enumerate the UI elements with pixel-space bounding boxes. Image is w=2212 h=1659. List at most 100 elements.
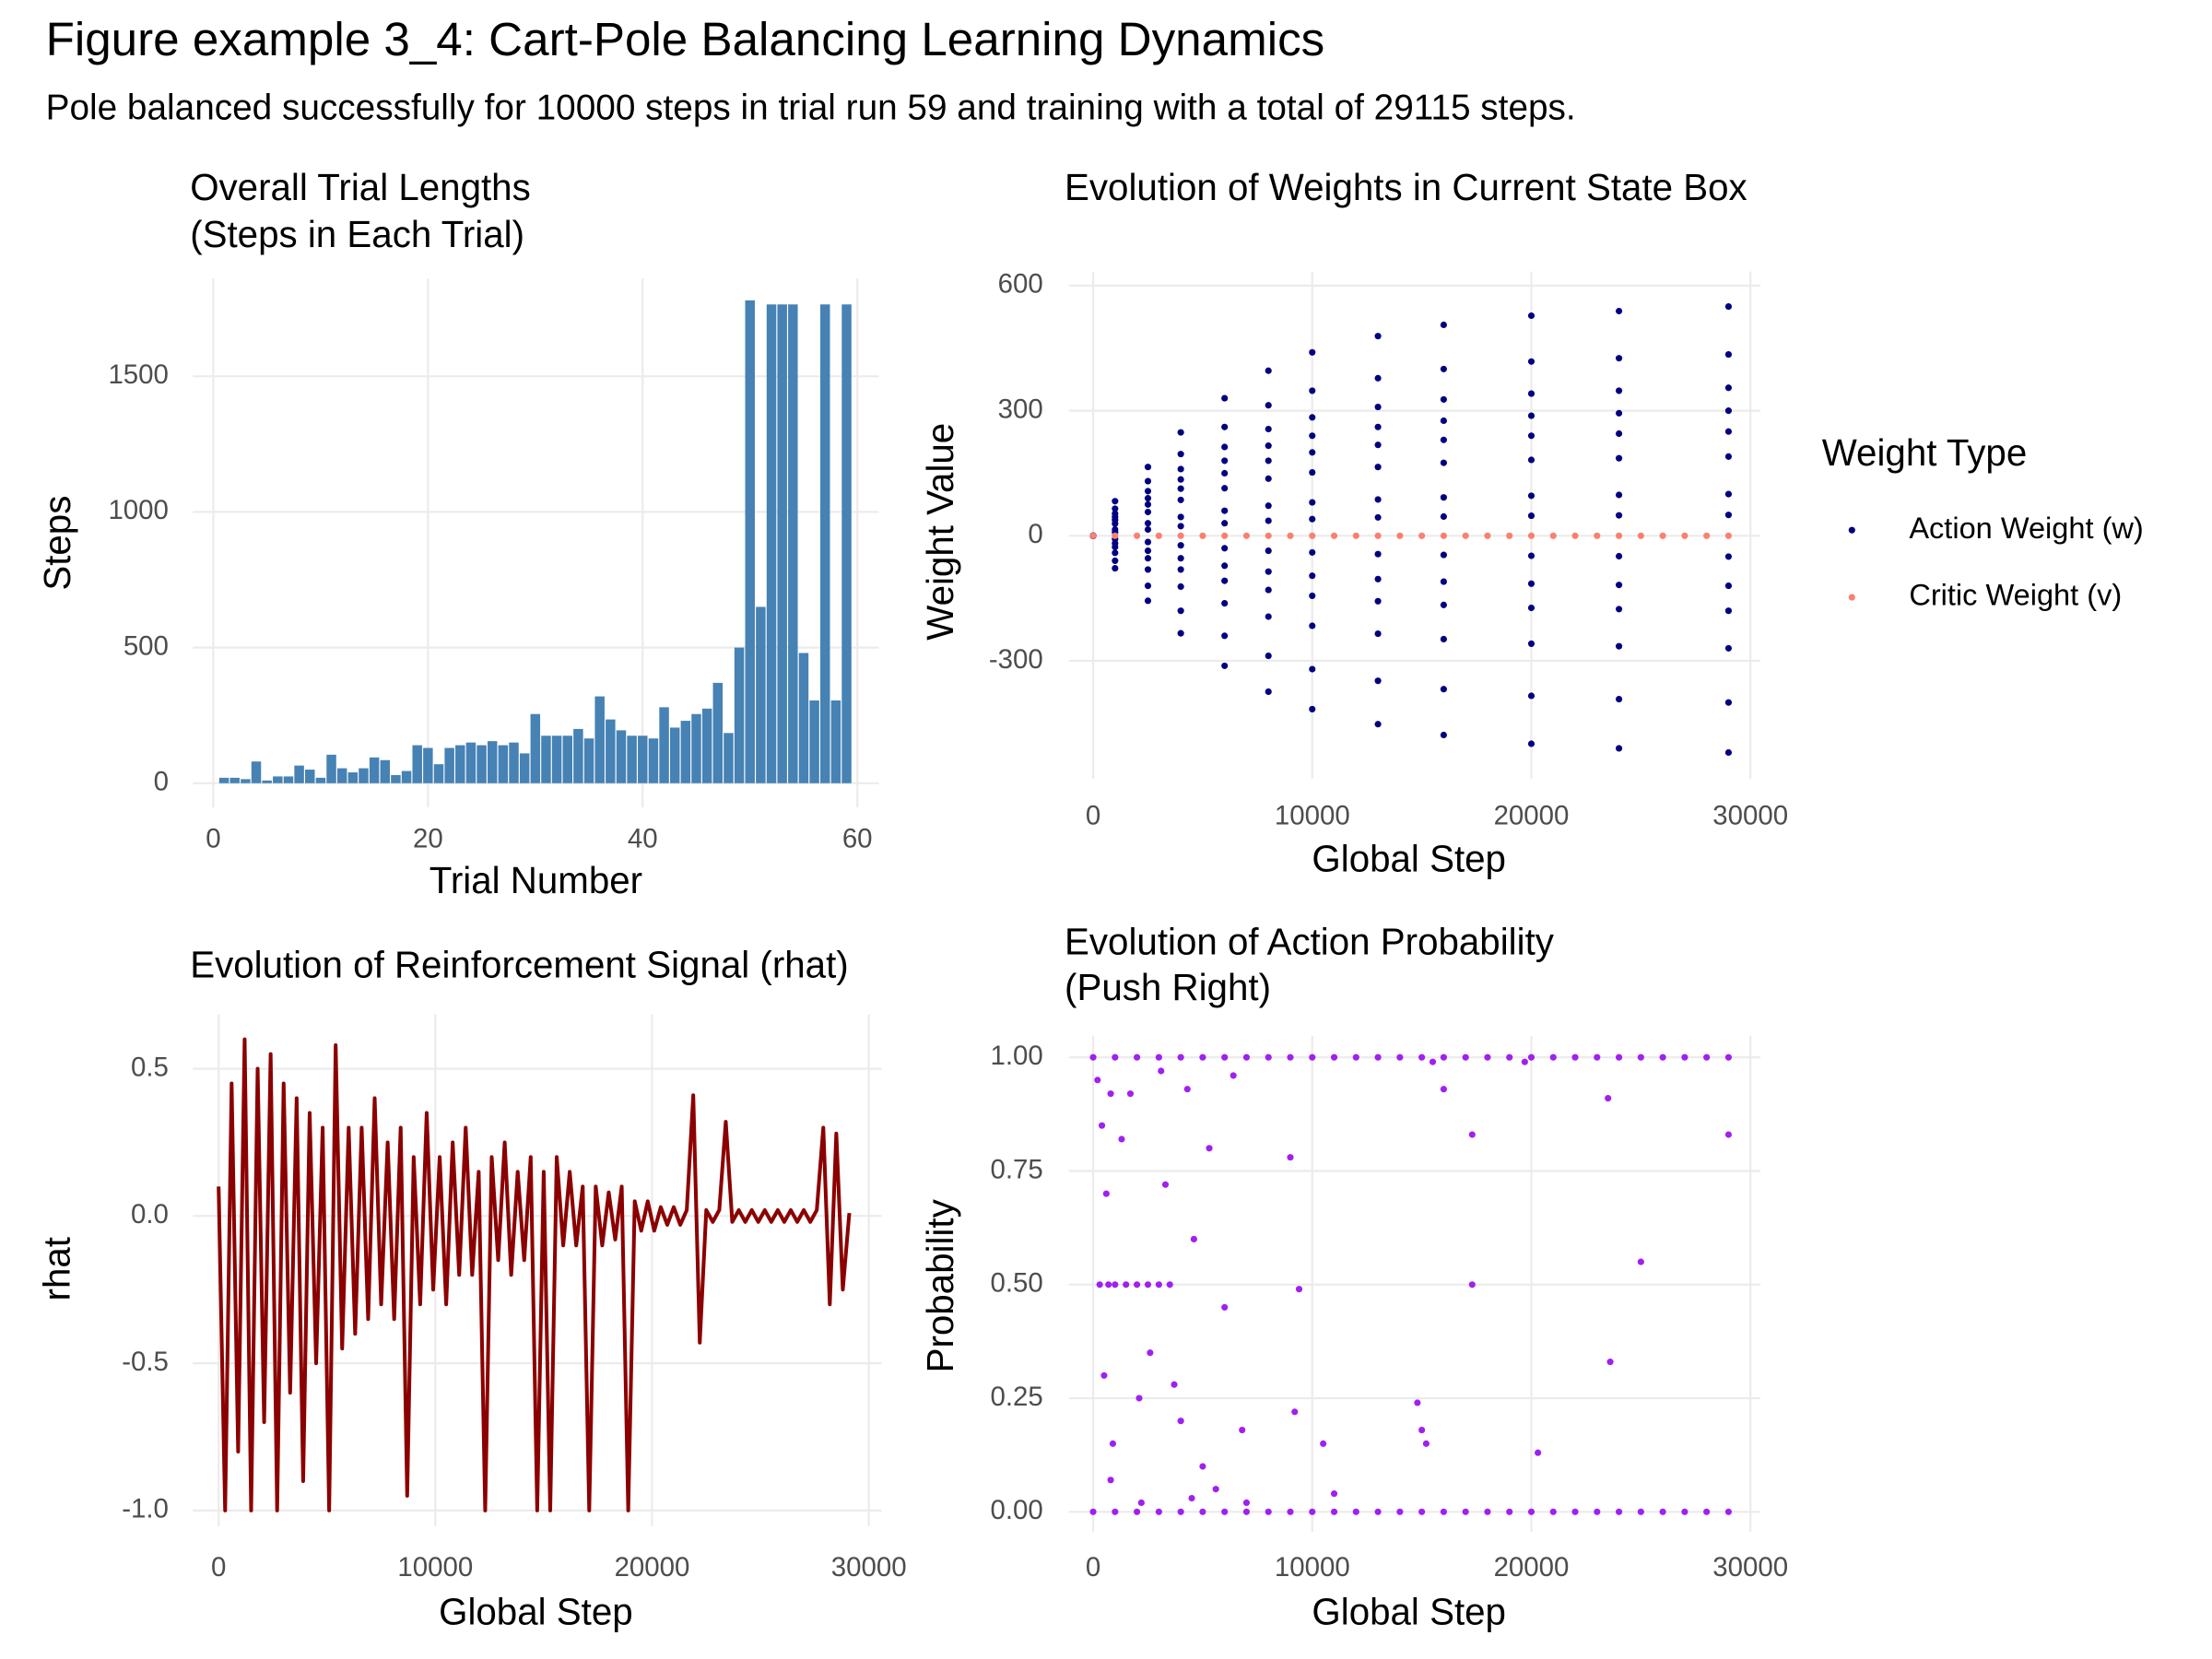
point	[1177, 429, 1184, 436]
point	[1440, 551, 1447, 559]
point	[1177, 607, 1184, 615]
point	[1724, 582, 1733, 590]
point	[1724, 490, 1733, 498]
x-tick-label: 10000	[1275, 1552, 1350, 1583]
point	[1309, 622, 1316, 629]
y-axis-title: rhat	[37, 1237, 78, 1300]
bar	[841, 304, 852, 783]
point	[1440, 436, 1447, 443]
point	[1287, 1508, 1294, 1515]
x-tick-label: 20000	[1494, 801, 1570, 831]
point	[1265, 457, 1272, 465]
point	[1137, 1499, 1145, 1507]
point	[1527, 1508, 1535, 1515]
point	[1221, 662, 1229, 669]
point	[1703, 532, 1711, 539]
bar	[669, 727, 680, 783]
point	[1468, 1281, 1476, 1288]
point	[1616, 606, 1623, 613]
point	[1144, 500, 1152, 508]
point	[1147, 1349, 1154, 1357]
x-tick-label: 30000	[831, 1552, 907, 1583]
bar	[573, 728, 583, 783]
point	[1506, 532, 1513, 539]
point	[1659, 1508, 1666, 1515]
y-tick-label: 300	[998, 394, 1043, 424]
point	[1462, 1508, 1469, 1515]
point	[1571, 1053, 1579, 1061]
point	[1724, 302, 1733, 311]
point	[1352, 1508, 1359, 1515]
point	[1144, 1281, 1152, 1288]
point	[1527, 604, 1535, 612]
point	[1221, 469, 1229, 477]
point	[1616, 1508, 1623, 1515]
point	[1571, 1508, 1579, 1515]
point	[1158, 1067, 1165, 1075]
point	[1188, 1494, 1195, 1502]
point	[1265, 613, 1272, 620]
point	[1414, 1399, 1421, 1406]
y-tick-label: 0.50	[990, 1268, 1042, 1299]
point	[1681, 1053, 1688, 1061]
point	[1134, 532, 1141, 539]
point	[1309, 1508, 1316, 1515]
point	[1724, 1508, 1733, 1515]
x-tick-label: 10000	[397, 1552, 473, 1583]
point	[1098, 1122, 1106, 1129]
point	[1616, 745, 1623, 752]
point	[1374, 464, 1382, 471]
point	[1374, 423, 1382, 430]
legend-label: Critic Weight (v)	[1909, 579, 2122, 612]
bar	[680, 721, 691, 783]
point	[1527, 390, 1535, 397]
point	[1309, 532, 1316, 539]
point	[1616, 454, 1623, 462]
point	[1265, 688, 1272, 696]
bar	[530, 713, 541, 783]
point	[1265, 442, 1272, 450]
point	[1134, 1281, 1141, 1288]
bar	[606, 719, 616, 783]
point	[1422, 1440, 1430, 1447]
point	[1659, 532, 1666, 539]
point	[1352, 532, 1359, 539]
bar	[659, 707, 669, 783]
bar	[347, 772, 359, 783]
bar	[423, 747, 433, 783]
point	[1112, 532, 1119, 539]
point	[1637, 1053, 1644, 1061]
bar	[465, 742, 477, 783]
point	[1144, 538, 1152, 546]
point	[1527, 312, 1535, 320]
point	[1155, 1281, 1162, 1288]
point	[1309, 665, 1316, 673]
bar	[251, 761, 262, 783]
point	[1221, 632, 1229, 640]
point	[1265, 402, 1272, 409]
point	[1183, 1086, 1191, 1093]
point	[1265, 532, 1272, 539]
point	[1287, 532, 1294, 539]
point	[1309, 515, 1316, 523]
point	[1199, 1463, 1206, 1470]
point	[1161, 1181, 1170, 1188]
point	[1440, 1508, 1447, 1515]
point	[1616, 355, 1623, 362]
bar	[487, 741, 498, 783]
point	[1527, 580, 1535, 587]
point	[1418, 532, 1426, 539]
panel-title: Evolution of Weights in Current State Bo…	[1065, 167, 1747, 208]
x-tick-label: 40	[628, 823, 658, 853]
bar	[380, 759, 391, 783]
bar	[294, 765, 304, 783]
point	[1230, 1072, 1237, 1079]
point	[1440, 459, 1447, 466]
point	[1287, 1154, 1294, 1161]
x-tick-label: 20000	[1494, 1552, 1570, 1583]
point	[1089, 1053, 1097, 1061]
point	[1190, 1235, 1197, 1243]
point	[1242, 1499, 1251, 1507]
point	[1221, 577, 1229, 584]
point	[1724, 1053, 1733, 1061]
